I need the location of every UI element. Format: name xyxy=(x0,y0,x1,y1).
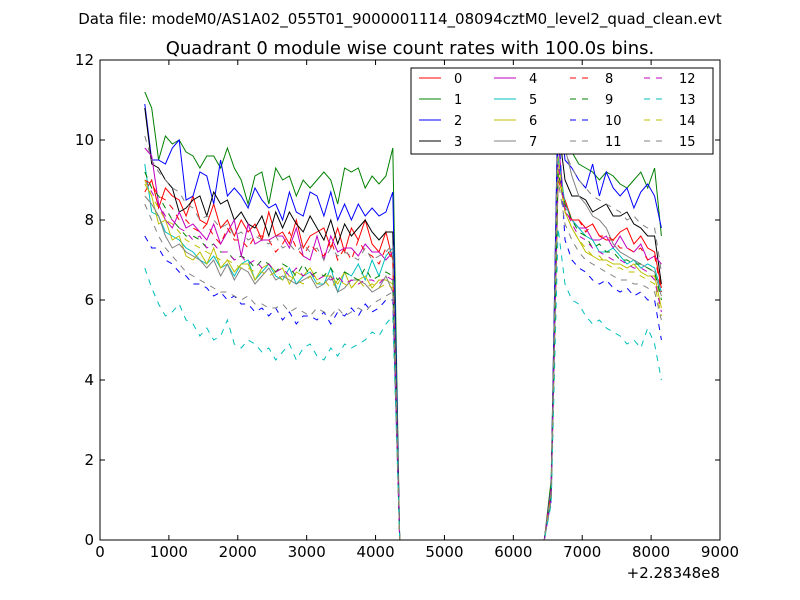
y-tick-label: 12 xyxy=(75,51,94,69)
axis-ticks: 0 1000 2000 3000 4000 5000 6000 7000 8000 9000 0 2 4… xyxy=(75,51,739,561)
series-line-9 xyxy=(144,171,662,540)
x-tick-label: 0 xyxy=(95,543,105,561)
y-tick-label: 10 xyxy=(75,131,94,149)
x-tick-label: 2000 xyxy=(219,543,257,561)
legend-label-3: 3 xyxy=(454,135,462,150)
legend-label-10: 10 xyxy=(605,114,622,129)
series-line-3 xyxy=(144,107,662,540)
legend-label-0: 0 xyxy=(454,72,462,87)
series-line-15 xyxy=(144,179,662,540)
x-tick-label: 1000 xyxy=(150,543,188,561)
series-lines xyxy=(144,87,662,540)
legend-label-12: 12 xyxy=(679,72,696,87)
series-line-6 xyxy=(144,171,662,540)
legend-label-13: 13 xyxy=(679,93,696,108)
legend-label-9: 9 xyxy=(605,93,613,108)
legend-label-11: 11 xyxy=(605,135,622,150)
legend-label-5: 5 xyxy=(529,93,537,108)
y-tick-label: 8 xyxy=(84,211,94,229)
legend-label-6: 6 xyxy=(529,114,537,129)
series-line-12 xyxy=(144,163,662,540)
legend-label-2: 2 xyxy=(454,114,462,129)
x-tick-label: 4000 xyxy=(356,543,394,561)
series-line-1 xyxy=(144,91,662,540)
series-line-2 xyxy=(144,87,662,540)
legend-label-14: 14 xyxy=(679,114,696,129)
y-tick-label: 6 xyxy=(84,291,94,309)
series-line-0 xyxy=(144,178,662,540)
series-line-13 xyxy=(144,227,662,540)
y-tick-label: 2 xyxy=(84,451,94,469)
x-offset-label: +2.28348e8 xyxy=(627,564,720,582)
series-line-11 xyxy=(144,107,662,540)
legend-label-15: 15 xyxy=(679,135,696,150)
y-tick-label: 0 xyxy=(84,531,94,549)
series-line-4 xyxy=(144,139,662,540)
legend-label-4: 4 xyxy=(529,72,537,87)
x-tick-label: 9000 xyxy=(701,543,739,561)
series-line-10 xyxy=(144,119,662,540)
series-line-7 xyxy=(144,123,662,540)
x-tick-label: 5000 xyxy=(425,543,463,561)
chart-title: Quadrant 0 module wise count rates with … xyxy=(166,38,655,59)
legend-frame xyxy=(410,67,714,155)
x-tick-label: 7000 xyxy=(563,543,601,561)
series-line-5 xyxy=(144,155,662,540)
x-tick-label: 6000 xyxy=(494,543,532,561)
legend-label-1: 1 xyxy=(454,93,462,108)
series-line-14 xyxy=(144,155,662,540)
legend-label-7: 7 xyxy=(529,135,537,150)
legend-label-8: 8 xyxy=(605,72,613,87)
plot-frame xyxy=(99,59,721,541)
x-tick-label: 8000 xyxy=(632,543,670,561)
x-tick-label: 3000 xyxy=(288,543,326,561)
suptitle: Data file: modeM0/AS1A02_055T01_90000011… xyxy=(78,10,722,29)
series-line-8 xyxy=(144,163,662,540)
y-tick-label: 4 xyxy=(84,371,94,389)
